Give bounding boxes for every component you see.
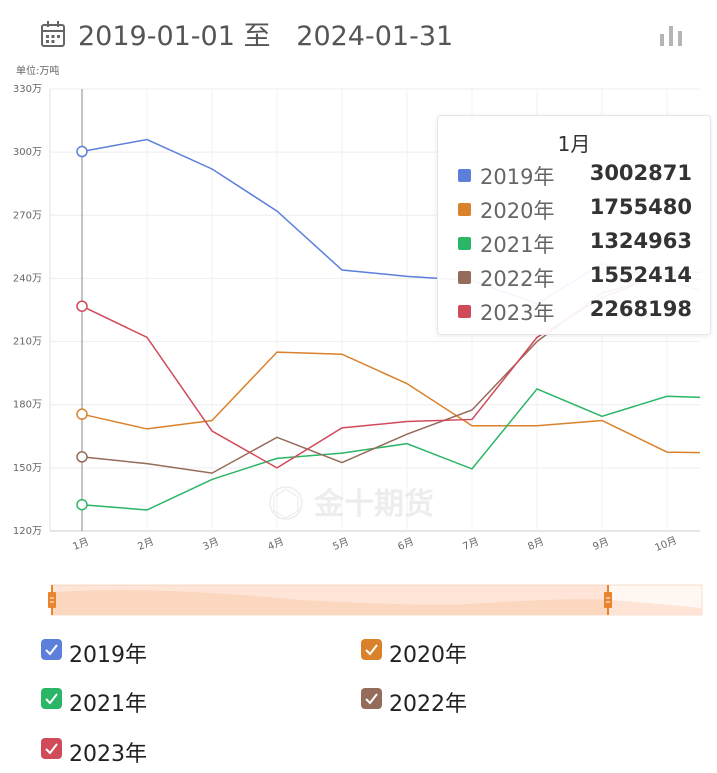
tooltip-row: 2019年 3002871: [438, 160, 710, 190]
tooltip-row: 2022年 1552414: [438, 262, 710, 292]
tooltip-title: 1月: [557, 132, 591, 156]
tooltip: 1月 2019年 3002871 2020年 1755480 2021年 1324963 2…: [437, 115, 711, 335]
y-axis: 120万 150万 180万 210万 240万 270万 300万 330万: [13, 84, 42, 537]
tooltip-row: 2020年 1755480: [438, 194, 710, 224]
x-tick-label: 5月: [331, 536, 351, 553]
slider-handle-left[interactable]: [48, 585, 56, 615]
date-end: 2024-01-31: [296, 21, 454, 52]
x-tick-label: 8月: [526, 536, 546, 553]
data-zoom-slider[interactable]: [0, 582, 717, 618]
legend-label: 2021年: [69, 692, 147, 717]
tooltip-swatch: [458, 305, 471, 318]
date-separator: 至: [243, 21, 271, 52]
legend-label: 2022年: [389, 692, 467, 717]
y-tick-label: 300万: [13, 147, 42, 158]
checkbox-checked-icon[interactable]: [41, 688, 62, 709]
chart-header: 2019-01-01 至 2024-01-31: [0, 0, 717, 64]
tooltip-swatch: [458, 203, 471, 216]
tooltip-series-name: 2023年: [480, 301, 555, 325]
data-point-highlight: [76, 145, 88, 158]
data-point-highlight: [76, 451, 88, 463]
tooltip-swatch: [458, 271, 471, 284]
series-2020年: [76, 351, 700, 454]
checkbox-checked-icon[interactable]: [41, 738, 62, 759]
tooltip-series-name: 2019年: [480, 165, 555, 189]
x-tick-label: 7月: [461, 536, 481, 553]
x-tick-label: 10月: [653, 534, 679, 554]
x-tick-label: 2月: [136, 536, 156, 553]
x-tick-label: 6月: [396, 536, 416, 553]
checkbox-checked-icon[interactable]: [361, 688, 382, 709]
tooltip-series-name: 2021年: [480, 233, 555, 257]
watermark: 金十期货: [269, 486, 434, 522]
x-tick-label: 1月: [71, 536, 91, 553]
watermark-text: 金十期货: [313, 487, 434, 522]
calendar-icon[interactable]: [40, 20, 66, 48]
x-axis: 1月 2月 3月 4月 5月 6月 7月 8月 9月 10月: [71, 534, 679, 554]
y-tick-label: 270万: [13, 210, 42, 221]
data-point-highlight: [76, 408, 88, 420]
y-tick-label: 240万: [13, 273, 42, 284]
data-point-highlight: [76, 498, 88, 511]
tooltip-swatch: [458, 169, 471, 182]
x-tick-label: 9月: [591, 536, 611, 553]
tooltip-series-name: 2022年: [480, 267, 555, 291]
data-point-highlight: [76, 300, 88, 312]
y-tick-label: 330万: [13, 84, 42, 95]
tooltip-value: 1552414: [589, 263, 692, 287]
y-tick-label: 210万: [13, 337, 42, 348]
date-range[interactable]: 2019-01-01 至 2024-01-31: [78, 14, 453, 53]
tooltip-value: 3002871: [589, 161, 692, 185]
tooltip-value: 1755480: [589, 195, 692, 219]
tooltip-value: 1324963: [589, 229, 692, 253]
legend-label: 2020年: [389, 643, 467, 668]
x-tick-label: 4月: [266, 536, 286, 553]
tooltip-row: 2021年 1324963: [438, 228, 710, 258]
checkbox-checked-icon[interactable]: [41, 639, 62, 660]
bar-chart-icon[interactable]: [658, 24, 684, 48]
x-tick-label: 3月: [201, 536, 221, 553]
tooltip-series-name: 2020年: [480, 199, 555, 223]
legend-label: 2019年: [69, 643, 147, 668]
slider-selection[interactable]: [52, 585, 608, 615]
tooltip-swatch: [458, 237, 471, 250]
checkbox-checked-icon[interactable]: [361, 639, 382, 660]
date-start: 2019-01-01: [78, 21, 235, 52]
y-tick-label: 150万: [13, 463, 42, 474]
y-tick-label: 180万: [13, 400, 42, 411]
unit-label: 单位:万吨: [16, 66, 60, 77]
y-tick-label: 120万: [13, 526, 42, 537]
legend-label: 2023年: [69, 742, 147, 767]
tooltip-value: 2268198: [589, 297, 692, 321]
tooltip-row: 2023年 2268198: [438, 296, 710, 326]
legend: 2019年 2020年 2021年 2022年 2023年: [0, 630, 717, 773]
slider-handle-right[interactable]: [604, 585, 612, 615]
slider-preview-area: [52, 590, 702, 615]
series-2021年: [76, 388, 700, 511]
